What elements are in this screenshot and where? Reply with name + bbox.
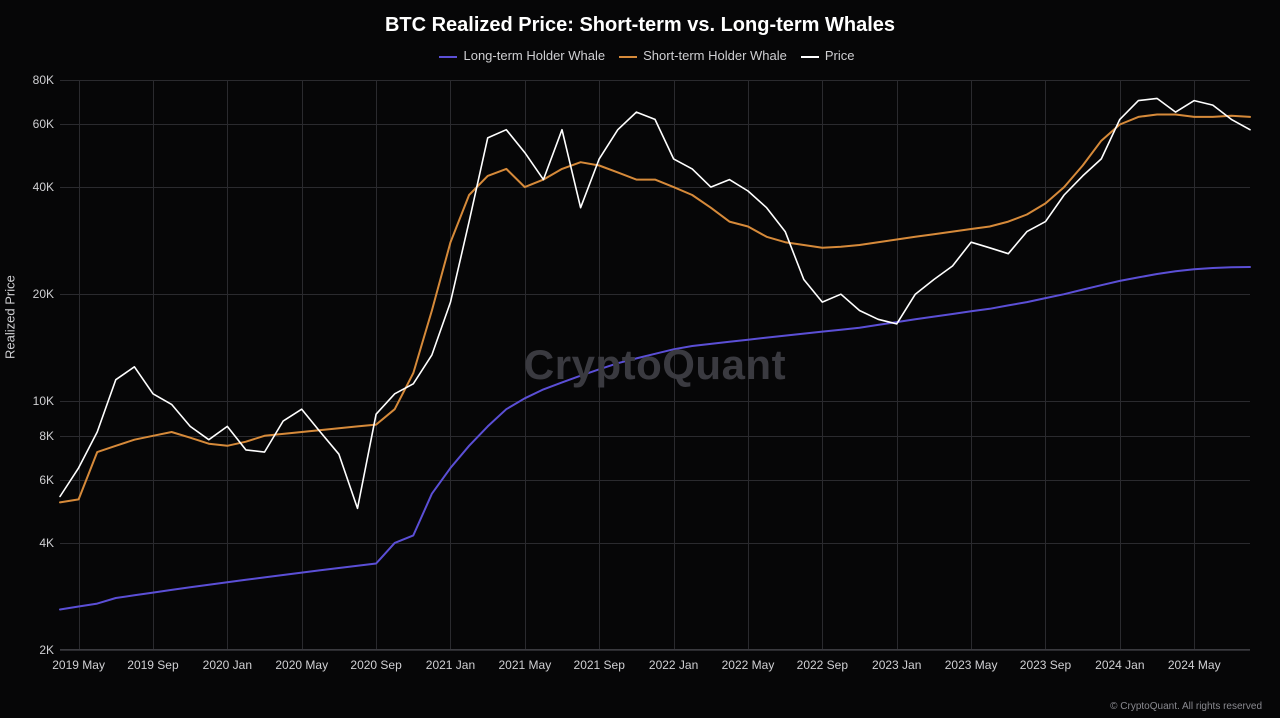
- x-tick-label: 2023 Sep: [1020, 658, 1071, 672]
- y-tick-label: 60K: [33, 117, 54, 131]
- x-tick-label: 2020 May: [275, 658, 328, 672]
- legend-label: Short-term Holder Whale: [643, 48, 787, 63]
- legend-swatch: [619, 56, 637, 58]
- x-tick-label: 2020 Sep: [350, 658, 401, 672]
- y-tick-label: 4K: [39, 536, 54, 550]
- plot-area: 2K4K6K8K10K20K40K60K80K2019 May2019 Sep2…: [60, 80, 1250, 650]
- chart-container: BTC Realized Price: Short-term vs. Long-…: [0, 0, 1280, 718]
- legend-label: Long-term Holder Whale: [463, 48, 605, 63]
- x-tick-label: 2022 Jan: [649, 658, 698, 672]
- x-tick-label: 2022 Sep: [797, 658, 848, 672]
- chart-title: BTC Realized Price: Short-term vs. Long-…: [0, 14, 1280, 37]
- y-tick-label: 6K: [39, 473, 54, 487]
- x-tick-label: 2021 May: [498, 658, 551, 672]
- x-tick-label: 2024 Jan: [1095, 658, 1144, 672]
- y-tick-label: 10K: [33, 394, 54, 408]
- x-tick-label: 2022 May: [722, 658, 775, 672]
- x-tick-label: 2024 May: [1168, 658, 1221, 672]
- y-tick-label: 20K: [33, 287, 54, 301]
- series-line: [60, 115, 1250, 503]
- legend-swatch: [439, 56, 457, 58]
- x-tick-label: 2023 Jan: [872, 658, 921, 672]
- legend-label: Price: [825, 48, 855, 63]
- x-tick-label: 2019 May: [52, 658, 105, 672]
- chart-legend: Long-term Holder Whale Short-term Holder …: [0, 48, 1280, 63]
- x-tick-label: 2021 Sep: [574, 658, 625, 672]
- x-tick-label: 2020 Jan: [203, 658, 252, 672]
- series-line: [60, 267, 1250, 610]
- series-line: [60, 98, 1250, 508]
- x-tick-label: 2023 May: [945, 658, 998, 672]
- legend-swatch: [801, 56, 819, 58]
- x-tick-label: 2021 Jan: [426, 658, 475, 672]
- x-tick-label: 2019 Sep: [127, 658, 178, 672]
- y-tick-label: 2K: [39, 643, 54, 657]
- y-tick-label: 40K: [33, 180, 54, 194]
- y-axis-label: Realized Price: [3, 275, 18, 359]
- series-svg: [60, 80, 1250, 650]
- y-tick-label: 8K: [39, 429, 54, 443]
- copyright-text: © CryptoQuant. All rights reserved: [1110, 701, 1262, 712]
- y-tick-label: 80K: [33, 73, 54, 87]
- gridline-horizontal: [60, 650, 1250, 651]
